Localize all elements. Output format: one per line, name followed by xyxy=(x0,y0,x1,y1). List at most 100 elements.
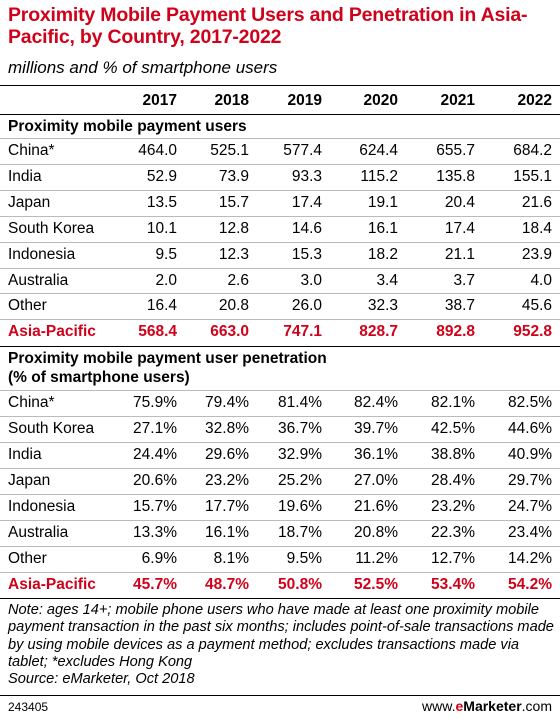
cell-value: 624.4 xyxy=(359,142,398,159)
table-row: Japan 20.6% 23.2% 25.2% 27.0% 28.4% 29.7% xyxy=(0,468,560,494)
cell-value: 36.1% xyxy=(354,446,398,463)
cell-value: 81.4% xyxy=(278,394,322,412)
cell-value: 32.3 xyxy=(367,297,398,315)
cell-value: 27.1% xyxy=(133,420,177,438)
table-row: India 24.4% 29.6% 32.9% 36.1% 38.8% 40.9% xyxy=(0,442,560,468)
cell-value: 17.4 xyxy=(444,219,475,237)
cell-value: 9.5 xyxy=(155,245,177,263)
header-row: 2017 2018 2019 2020 2021 2022 xyxy=(0,88,560,114)
row-label: Australia xyxy=(8,523,69,541)
cell-value: 20.4 xyxy=(444,193,475,211)
emarketer-logo[interactable]: www.eMarketer.com xyxy=(422,698,552,714)
section-title-line1: Proximity mobile payment user penetratio… xyxy=(8,350,327,368)
row-divider xyxy=(0,163,560,165)
cell-value: 53.4% xyxy=(431,575,475,593)
cell-value: 38.7 xyxy=(444,297,475,315)
cell-value: 75.9% xyxy=(133,394,177,412)
table-row: South Korea 10.1 12.8 14.6 16.1 17.4 18.4 xyxy=(0,216,560,242)
row-label: Asia-Pacific xyxy=(8,323,96,341)
cell-value: 15.7% xyxy=(133,497,177,515)
table-row: Other 6.9% 8.1% 9.5% 11.2% 12.7% 14.2% xyxy=(0,546,560,572)
row-label: Indonesia xyxy=(8,497,76,515)
cell-value: 82.5% xyxy=(508,394,552,412)
cell-value: 16.4 xyxy=(146,297,177,315)
cell-value: 45.6 xyxy=(521,297,552,315)
top-rule xyxy=(0,85,560,86)
row-label: China* xyxy=(8,142,55,159)
cell-value: 2018 xyxy=(214,92,249,109)
row-label: Asia-Pacific xyxy=(8,575,96,593)
cell-value: 19.6% xyxy=(278,497,322,515)
row-divider xyxy=(0,442,560,443)
cell-value: 2021 xyxy=(440,92,475,109)
logo-e: e xyxy=(455,698,464,714)
cell-value: 135.8 xyxy=(436,167,475,185)
section-title: Proximity mobile payment users xyxy=(8,118,247,135)
row-label: Japan xyxy=(8,471,51,489)
row-divider xyxy=(0,571,560,573)
cell-value: 23.2% xyxy=(431,497,475,515)
cell-value: 28.4% xyxy=(431,471,475,489)
cell-value: 115.2 xyxy=(360,167,398,185)
cell-value: 2.0 xyxy=(155,271,177,289)
row-label: India xyxy=(8,167,42,185)
table-row: Indonesia 9.5 12.3 15.3 18.2 21.1 23.9 xyxy=(0,242,560,268)
cell-value: 3.0 xyxy=(300,271,322,289)
cell-value: 24.7% xyxy=(508,497,552,515)
row-label: Australia xyxy=(8,271,69,289)
table-row: Indonesia 15.7% 17.7% 19.6% 21.6% 23.2% 24.7% xyxy=(0,494,560,520)
cell-value: 12.7% xyxy=(431,549,475,567)
row-label: China* xyxy=(8,394,55,412)
section-title: Proximity mobile payment user penetratio… xyxy=(8,349,327,387)
table-row: China* 75.9% 79.4% 81.4% 82.4% 82.1% 82.5% xyxy=(0,390,560,416)
section-rule xyxy=(0,346,560,348)
cell-value: 17.4 xyxy=(291,193,322,211)
cell-value: 38.8% xyxy=(431,446,475,463)
cell-value: 892.8 xyxy=(436,323,475,341)
section-rule xyxy=(0,598,560,600)
cell-value: 42.5% xyxy=(431,420,475,438)
source-text: Source: eMarketer, Oct 2018 xyxy=(8,671,195,688)
cell-value: 2020 xyxy=(363,92,398,109)
cell-value: 79.4% xyxy=(205,394,249,412)
row-divider xyxy=(0,545,560,547)
cell-value: 155.1 xyxy=(513,167,552,185)
cell-value: 21.1 xyxy=(444,245,475,263)
row-label: Indonesia xyxy=(8,245,76,263)
cell-value: 2019 xyxy=(287,92,322,109)
cell-value: 16.1 xyxy=(367,219,398,237)
row-divider xyxy=(0,493,560,495)
table-row: Other 16.4 20.8 26.0 32.3 38.7 45.6 xyxy=(0,293,560,319)
row-divider xyxy=(0,467,560,469)
logo-brand: Marketer xyxy=(463,698,522,714)
table-row: South Korea 27.1% 32.8% 36.7% 39.7% 42.5% 44.6… xyxy=(0,416,560,442)
cell-value: 19.1 xyxy=(367,193,398,211)
cell-value: 82.1% xyxy=(431,394,475,412)
row-divider xyxy=(0,189,560,191)
cell-value: 18.7% xyxy=(278,523,322,541)
chart-title: Proximity Mobile Payment Users and Penet… xyxy=(8,4,528,48)
cell-value: 684.2 xyxy=(513,142,552,159)
chart-id: 243405 xyxy=(8,700,49,714)
cell-value: 20.6% xyxy=(133,471,177,489)
cell-value: 13.3% xyxy=(133,523,177,541)
logo-prefix: www. xyxy=(422,698,456,714)
row-divider xyxy=(0,293,560,295)
row-divider xyxy=(0,519,560,521)
cell-value: 36.7% xyxy=(278,420,322,438)
cell-value: 44.6% xyxy=(508,420,552,438)
cell-value: 2022 xyxy=(517,92,552,109)
cell-value: 952.8 xyxy=(513,323,552,341)
table-row: Japan 13.5 15.7 17.4 19.1 20.4 21.6 xyxy=(0,190,560,216)
row-label: Other xyxy=(8,297,47,315)
cell-value: 2.6 xyxy=(227,271,249,289)
cell-value: 828.7 xyxy=(359,323,398,341)
cell-value: 23.4% xyxy=(508,523,552,541)
cell-value: 655.7 xyxy=(436,142,475,159)
cell-value: 747.1 xyxy=(283,323,322,341)
row-label: South Korea xyxy=(8,219,95,237)
cell-value: 14.6 xyxy=(291,219,322,237)
cell-value: 32.8% xyxy=(205,420,249,438)
cell-value: 11.2% xyxy=(355,549,398,567)
cell-value: 3.7 xyxy=(453,271,475,289)
